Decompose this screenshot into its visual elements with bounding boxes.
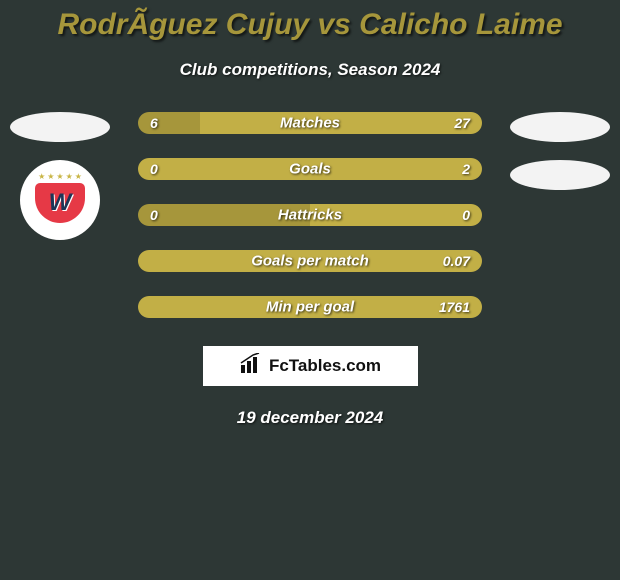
subtitle: Club competitions, Season 2024 (0, 60, 620, 80)
crest-letter: W (49, 189, 72, 217)
star-icon: ★ (66, 172, 73, 181)
stat-row: 0 Goals 2 (138, 158, 482, 180)
team-left-crest: ★ ★ ★ ★ ★ W (20, 160, 100, 240)
stat-row: Goals per match 0.07 (138, 250, 482, 272)
stat-label: Min per goal (266, 299, 354, 316)
star-icon: ★ (75, 172, 82, 181)
stat-bars: 6 Matches 27 0 Goals 2 0 Hattricks 0 Goals per ma… (130, 112, 490, 318)
comparison-infographic: RodrÃ­guez Cujuy vs Calicho Laime Club c… (0, 0, 620, 580)
stat-left-value: 0 (150, 207, 158, 223)
stat-label: Goals per match (251, 253, 369, 270)
star-icon: ★ (56, 172, 63, 181)
crest-shield: W (35, 183, 85, 223)
stat-row: Min per goal 1761 (138, 296, 482, 318)
stat-right-value: 2 (462, 161, 470, 177)
bar-left-fill (138, 112, 200, 134)
stat-right-value: 0.07 (443, 253, 470, 269)
stat-right-value: 1761 (439, 299, 470, 315)
team-right-silhouette (510, 160, 610, 190)
stat-left-value: 6 (150, 115, 158, 131)
main-area: ★ ★ ★ ★ ★ W 6Matches270Goals20Hattricks0… (0, 112, 620, 318)
stat-right-value: 27 (454, 115, 470, 131)
right-player-col (510, 112, 610, 190)
chart-icon (239, 353, 263, 379)
stat-row: 6 Matches 27 (138, 112, 482, 134)
logo-text: FcTables.com (269, 356, 381, 376)
stat-row: 0 Hattricks 0 (138, 204, 482, 226)
player-right-silhouette (510, 112, 610, 142)
player-left-silhouette (10, 112, 110, 142)
stat-label: Goals (289, 161, 331, 178)
left-player-col: ★ ★ ★ ★ ★ W (10, 112, 110, 240)
page-title: RodrÃ­guez Cujuy vs Calicho Laime (0, 8, 620, 42)
star-icon: ★ (47, 172, 54, 181)
star-icon: ★ (38, 172, 45, 181)
branding-logo: FcTables.com (203, 346, 418, 386)
stat-left-value: 0 (150, 161, 158, 177)
stat-label: Hattricks (278, 207, 342, 224)
stat-right-value: 0 (462, 207, 470, 223)
crest-stars: ★ ★ ★ ★ ★ (38, 172, 82, 181)
bar-right-fill (200, 112, 482, 134)
stat-label: Matches (280, 115, 340, 132)
date-line: 19 december 2024 (0, 408, 620, 428)
